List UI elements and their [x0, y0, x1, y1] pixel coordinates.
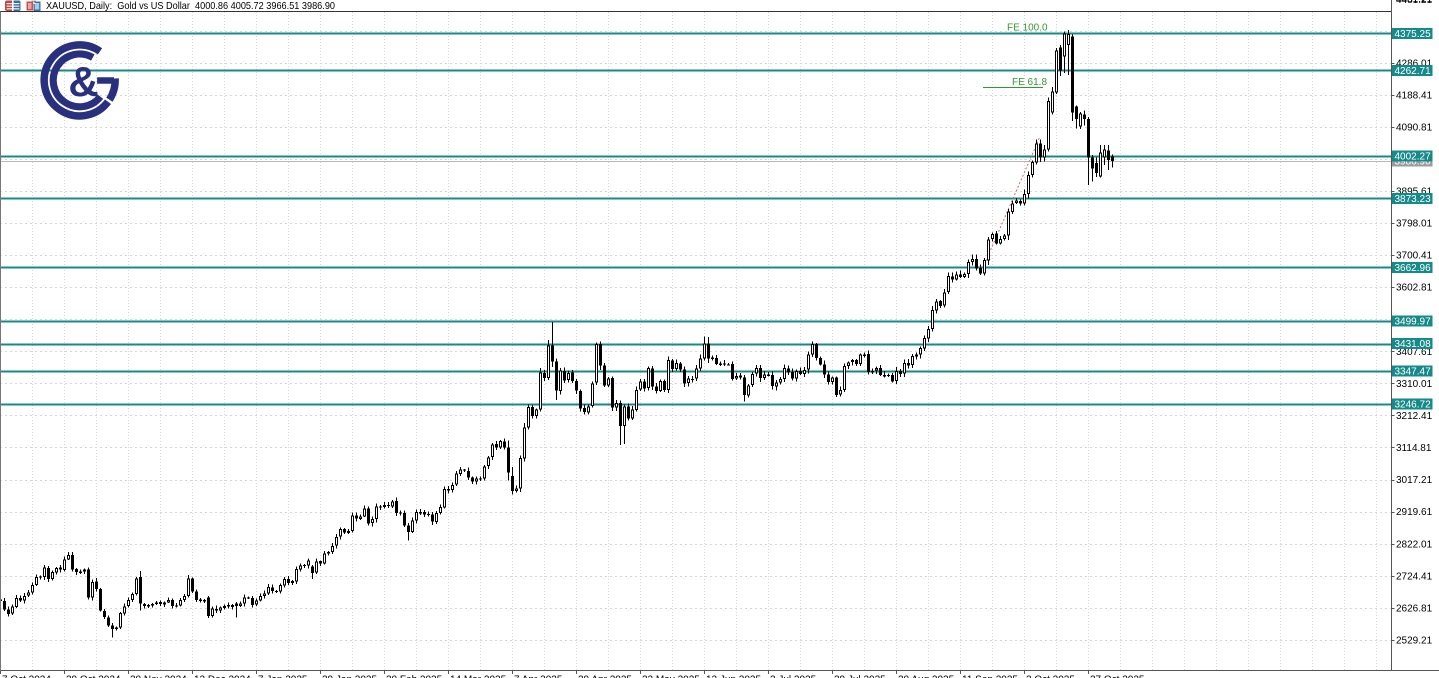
- svg-text:4286.01: 4286.01: [1396, 58, 1433, 69]
- svg-text:3246.72: 3246.72: [1395, 400, 1432, 411]
- svg-text:3 Jul 2025: 3 Jul 2025: [770, 674, 817, 678]
- svg-text:4481.21: 4481.21: [1396, 0, 1433, 6]
- svg-text:4375.25: 4375.25: [1395, 29, 1432, 40]
- svg-text:3798.01: 3798.01: [1396, 219, 1433, 230]
- svg-text:&: &: [68, 58, 98, 105]
- svg-text:3212.41: 3212.41: [1396, 411, 1433, 422]
- svg-text:20 Aug 2025: 20 Aug 2025: [898, 674, 955, 678]
- svg-text:2529.21: 2529.21: [1396, 636, 1433, 647]
- svg-text:29 Oct 2024: 29 Oct 2024: [66, 674, 121, 678]
- svg-text:12 Jun 2025: 12 Jun 2025: [706, 674, 761, 678]
- svg-text:4002.27: 4002.27: [1395, 152, 1432, 163]
- svg-text:3499.97: 3499.97: [1395, 317, 1432, 328]
- svg-text:11 Sep 2025: 11 Sep 2025: [962, 674, 1018, 678]
- svg-text:29 Jul 2025: 29 Jul 2025: [834, 674, 886, 678]
- svg-text:3347.47: 3347.47: [1395, 367, 1432, 378]
- svg-text:2822.01: 2822.01: [1396, 539, 1433, 550]
- svg-text:3895.61: 3895.61: [1396, 187, 1433, 198]
- svg-text:3407.61: 3407.61: [1396, 347, 1433, 358]
- svg-text:7 Apr 2025: 7 Apr 2025: [514, 674, 563, 678]
- svg-text:4481.21: 4481.21: [1396, 0, 1433, 5]
- svg-text:2 Oct 2025: 2 Oct 2025: [1026, 674, 1075, 678]
- svg-text:4262.71: 4262.71: [1395, 66, 1432, 77]
- svg-text:3986.90: 3986.90: [1395, 157, 1432, 168]
- svg-text:2919.61: 2919.61: [1396, 507, 1433, 518]
- svg-text:XAUUSD, Daily: Gold vs US Dol: XAUUSD, Daily: Gold vs US Dollar 4000.86…: [46, 0, 335, 12]
- svg-text:3700.41: 3700.41: [1396, 251, 1433, 262]
- svg-text:3602.81: 3602.81: [1396, 283, 1433, 294]
- svg-text:FE 100.0: FE 100.0: [1007, 23, 1048, 34]
- svg-text:27 Oct 2025: 27 Oct 2025: [1090, 674, 1145, 678]
- svg-text:29 Apr 2025: 29 Apr 2025: [578, 674, 632, 678]
- svg-text:29 Jan 2025: 29 Jan 2025: [322, 674, 377, 678]
- svg-text:7 Jan 2025: 7 Jan 2025: [258, 674, 308, 678]
- svg-text:FE 61.8: FE 61.8: [1012, 77, 1047, 88]
- svg-text:4188.41: 4188.41: [1396, 90, 1433, 101]
- svg-text:20 Feb 2025: 20 Feb 2025: [386, 674, 443, 678]
- svg-text:3017.21: 3017.21: [1396, 475, 1433, 486]
- svg-text:20 Nov 2024: 20 Nov 2024: [130, 674, 187, 678]
- svg-text:3431.08: 3431.08: [1395, 339, 1432, 350]
- svg-text:7 Oct 2024: 7 Oct 2024: [2, 674, 51, 678]
- svg-text:3310.01: 3310.01: [1396, 379, 1433, 390]
- svg-text:2724.41: 2724.41: [1396, 571, 1433, 582]
- svg-text:14 Mar 2025: 14 Mar 2025: [450, 674, 507, 678]
- svg-text:3662.96: 3662.96: [1395, 263, 1432, 274]
- svg-text:4090.81: 4090.81: [1396, 122, 1433, 133]
- svg-text:22 May 2025: 22 May 2025: [642, 674, 700, 678]
- svg-text:3873.23: 3873.23: [1395, 194, 1432, 205]
- svg-text:2626.81: 2626.81: [1396, 603, 1433, 614]
- svg-text:12 Dec 2024: 12 Dec 2024: [194, 674, 251, 678]
- svg-text:3114.81: 3114.81: [1396, 443, 1432, 454]
